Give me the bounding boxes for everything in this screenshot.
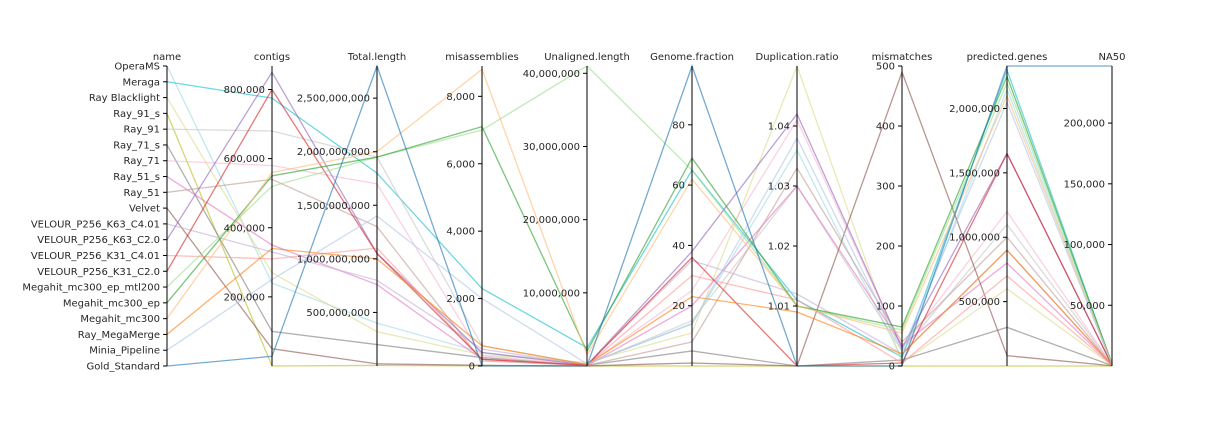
tick-label-na50-1: 100,000 (1064, 240, 1105, 251)
tick-label-na50-3: 200,000 (1064, 119, 1105, 130)
tick-label-mismatches-2: 200 (876, 242, 895, 253)
tick-label-genome-fraction-3: 80 (672, 120, 685, 131)
tick-label-contigs-2: 600,000 (224, 154, 265, 165)
series-line-megahit-mc300-ep-mtl200 (166, 65, 1113, 364)
tick-label-unaligned-length-2: 30,000,000 (523, 142, 580, 153)
tick-label-misassemblies-3: 6,000 (446, 159, 475, 170)
series-lines (166, 64, 1113, 367)
tick-label-mismatches-1: 100 (876, 302, 895, 313)
category-label-ray-91-s: Ray_91_s (113, 109, 160, 120)
axis-title-contigs: contigs (254, 52, 290, 63)
tick-label-duplication-ratio-0: 1.01 (768, 302, 790, 313)
category-label-ray-91: Ray_91 (124, 125, 161, 136)
axis-contigs: contigs 200,000 400,000 600,000 800,000 (224, 52, 290, 366)
axis-unaligned-length: Unaligned.length 10,000,000 20,000,000 30,0… (523, 52, 630, 366)
tick-label-predicted-genes-3: 2,000,000 (949, 104, 1000, 115)
tick-label-unaligned-length-0: 10,000,000 (523, 288, 580, 299)
tick-label-genome-fraction-1: 40 (672, 241, 685, 252)
series-line-ray-91-s (166, 113, 1112, 367)
tick-label-mismatches-5: 500 (876, 62, 895, 73)
tick-label-predicted-genes-0: 500,000 (959, 297, 1000, 308)
axis-title-unaligned-length: Unaligned.length (544, 52, 630, 63)
category-label-ray-51-s: Ray_51_s (113, 172, 160, 183)
tick-label-misassemblies-0: 0 (469, 362, 475, 373)
tick-label-predicted-genes-2: 1,500,000 (949, 168, 1000, 179)
category-label-gold-standard: Gold_Standard (87, 362, 161, 373)
series-line-ray-blacklight (166, 64, 1113, 366)
tick-label-mismatches-3: 300 (876, 182, 895, 193)
series-line-velvet (166, 70, 1113, 367)
category-label-velour-p256-k63-c2-0: VELOUR_P256_K63_C2.0 (37, 235, 160, 246)
series-line-velour-p256-k63-c2-0 (166, 70, 1113, 366)
tick-label-misassemblies-4: 8,000 (446, 92, 475, 103)
series-line-ray-megamerge (166, 247, 1113, 366)
axis-title-duplication-ratio: Duplication.ratio (756, 52, 839, 63)
tick-label-unaligned-length-3: 40,000,000 (523, 69, 580, 80)
series-line-minia-pipeline (166, 100, 1113, 366)
series-line-ray-71-s (166, 144, 1113, 367)
tick-label-na50-2: 150,000 (1064, 179, 1105, 190)
axis-na50: NA50 50,000 100,000 150,000 200,000 (1064, 52, 1126, 366)
series-line-velour-p256-k31-c2-0 (166, 88, 1113, 367)
tick-label-total-length-2: 1,500,000,000 (297, 201, 370, 212)
category-label-ray-51: Ray_51 (124, 188, 161, 199)
axis-title-misassemblies: misassemblies (445, 52, 518, 63)
tick-label-contigs-3: 800,000 (224, 85, 265, 96)
tick-label-genome-fraction-2: 60 (672, 181, 685, 192)
tick-label-misassemblies-2: 4,000 (446, 227, 475, 238)
tick-label-total-length-1: 1,000,000,000 (297, 254, 370, 265)
axis-title-genome-fraction: Genome.fraction (650, 52, 734, 63)
category-label-ray-blacklight: Ray Blacklight (89, 93, 160, 104)
series-line-gold-standard (166, 64, 1112, 367)
tick-label-total-length-4: 2,500,000,000 (297, 94, 370, 105)
series-line-ray-91 (166, 128, 1113, 366)
category-label-ray-71-s: Ray_71_s (113, 140, 160, 151)
axis-title-na50: NA50 (1098, 52, 1125, 63)
tick-label-unaligned-length-1: 20,000,000 (523, 215, 580, 226)
axis-predicted-genes: predicted.genes 500,000 1,000,000 1,500,000… (949, 52, 1047, 366)
tick-label-total-length-3: 2,000,000,000 (297, 147, 370, 158)
category-label-velvet: Velvet (129, 204, 160, 215)
series-line-megahit-mc300-ep (166, 74, 1113, 364)
axis-misassemblies: misassemblies 0 2,000 4,000 6,000 8,000 (445, 52, 518, 373)
axis-genome-fraction: Genome.fraction 20 40 60 80 (650, 52, 734, 366)
tick-label-mismatches-0: 0 (889, 362, 895, 373)
axis-duplication-ratio: Duplication.ratio 1.01 1.02 1.03 1.04 (756, 52, 839, 366)
tick-label-genome-fraction-0: 20 (672, 301, 685, 312)
axis-title-total-length: Total.length (347, 52, 406, 63)
axis-title-name: name (153, 52, 181, 63)
tick-label-predicted-genes-1: 1,000,000 (949, 233, 1000, 244)
tick-label-duplication-ratio-2: 1.03 (768, 182, 790, 193)
tick-label-mismatches-4: 400 (876, 122, 895, 133)
axis-total-length: Total.length 500,000,000 1,000,000,000 1,50… (297, 52, 406, 366)
tick-label-duplication-ratio-3: 1.04 (768, 122, 790, 133)
series-line-ray-51 (166, 166, 1113, 367)
category-label-velour-p256-k31-c4-01: VELOUR_P256_K31_C4.01 (31, 251, 160, 262)
tick-label-na50-0: 50,000 (1070, 301, 1105, 312)
category-label-megahit-mc300: Megahit_mc300 (80, 314, 160, 325)
category-label-ray-megamerge: Ray_MegaMerge (78, 330, 160, 341)
category-label-megahit-mc300-ep-mtl200: Megahit_mc300_ep_mtl200 (22, 283, 160, 294)
axis-mismatches: mismatches 0 100 200 300 400 500 (872, 52, 933, 373)
tick-label-total-length-0: 500,000,000 (306, 308, 370, 319)
tick-label-duplication-ratio-1: 1.02 (768, 242, 790, 253)
category-label-minia-pipeline: Minia_Pipeline (89, 346, 160, 357)
category-label-megahit-mc300-ep: Megahit_mc300_ep (63, 298, 160, 309)
tick-label-contigs-0: 200,000 (224, 292, 265, 303)
category-label-velour-p256-k31-c2-0: VELOUR_P256_K31_C2.0 (37, 267, 160, 278)
category-label-velour-p256-k63-c4-01: VELOUR_P256_K63_C4.01 (31, 219, 160, 230)
axis-title-mismatches: mismatches (872, 52, 933, 63)
series-line-ray-51-s (166, 175, 1113, 367)
tick-label-contigs-1: 400,000 (224, 223, 265, 234)
series-line-ray-71 (166, 118, 1113, 366)
axis-title-predicted-genes: predicted.genes (967, 52, 1048, 63)
category-label-ray-71: Ray_71 (124, 156, 161, 167)
category-label-operams: OperaMS (114, 62, 160, 73)
tick-label-misassemblies-1: 2,000 (446, 294, 475, 305)
category-label-meraga: Meraga (123, 77, 161, 88)
